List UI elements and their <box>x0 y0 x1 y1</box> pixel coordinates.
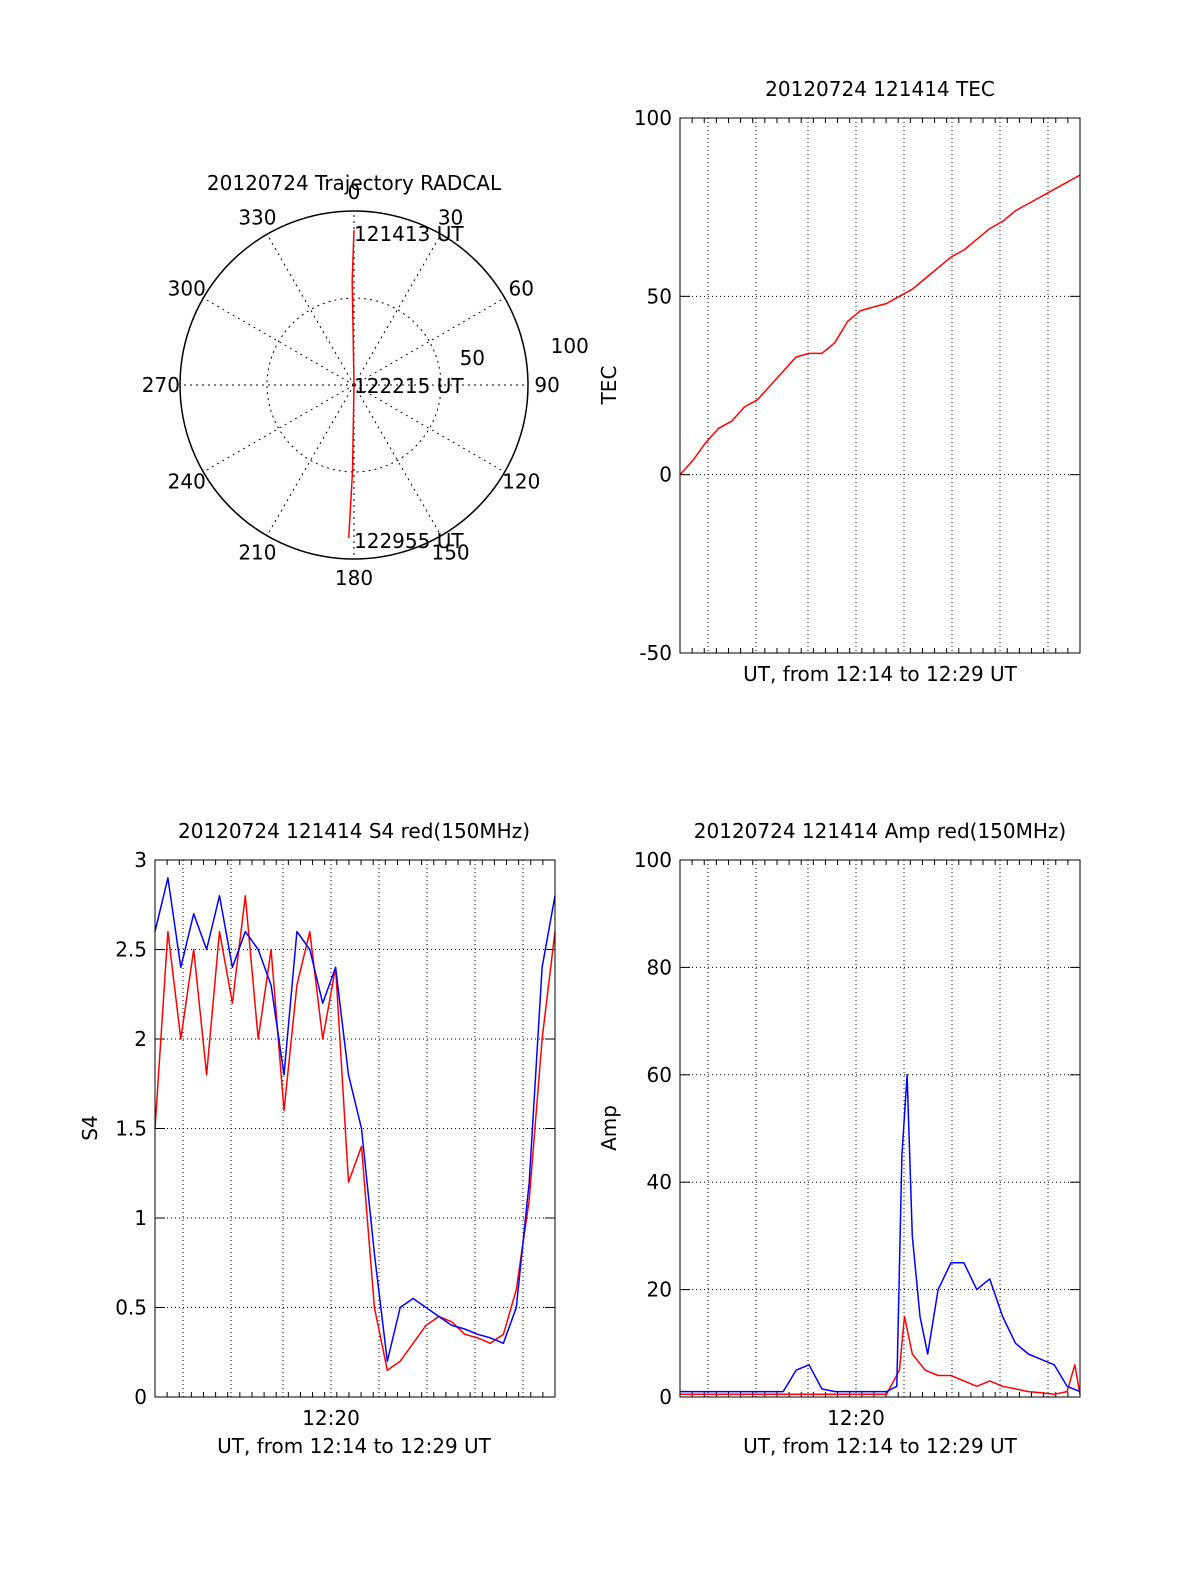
s4-frame <box>154 859 556 1398</box>
polar-angle-label: 180 <box>335 566 373 590</box>
s4-ytick-label: 1.5 <box>115 1117 147 1141</box>
tec-ytick-label: 50 <box>647 284 672 308</box>
amp-series-blue-line <box>680 1074 1081 1393</box>
s4-ytick-label: 2 <box>134 1027 147 1051</box>
s4-ytick-label: 3 <box>134 848 147 872</box>
s4-series-red-line <box>154 895 556 1371</box>
s4-xtick-label: 12:20 <box>302 1406 360 1430</box>
amp-plot: 0 20 40 60 80 100 12:20 <box>634 848 1081 1430</box>
polar-angle-label: 240 <box>168 470 206 494</box>
s4-ytick-label: 1 <box>134 1206 147 1230</box>
polar-angle-label: 330 <box>238 206 276 230</box>
tec-frame <box>679 117 1081 654</box>
s4-series-blue-line <box>154 877 556 1362</box>
amp-xlabel: UT, from 12:14 to 12:29 UT <box>743 1434 1018 1458</box>
polar-spoke <box>266 384 355 536</box>
tec-ytick-label: 0 <box>659 463 672 487</box>
s4-plot: 0 0.5 1 1.5 2 2.5 3 12:20 <box>115 848 556 1430</box>
s4-title: 20120724 121414 S4 red(150MHz) <box>178 819 530 843</box>
s4-ytick-label: 2.5 <box>115 938 147 962</box>
amp-ytick-label: 20 <box>647 1278 672 1302</box>
amp-ytick-label: 60 <box>647 1063 672 1087</box>
amp-chart: 20120724 121414 Amp red(150MHz) UT, from… <box>597 819 1081 1458</box>
polar-radial-label: 50 <box>460 346 485 370</box>
tec-ytick-label: 100 <box>634 106 672 130</box>
s4-xlabel: UT, from 12:14 to 12:29 UT <box>217 1434 492 1458</box>
tec-ytick-label: -50 <box>639 641 672 665</box>
polar-spoke <box>353 384 442 536</box>
polar-time-annotation: 122215 UT <box>354 374 464 398</box>
polar-spoke <box>353 297 505 386</box>
polar-angle-label: 300 <box>168 276 206 300</box>
s4-ytick-label: 0 <box>134 1385 147 1409</box>
polar-trajectory-chart: 20120724 Trajectory RADCAL 0 30 60 90 120 150… <box>142 171 589 590</box>
polar-outer-circle <box>179 210 529 560</box>
polar-spoke <box>203 297 355 386</box>
polar-angle-label: 90 <box>534 373 559 397</box>
polar-spoke <box>353 234 442 386</box>
polar-time-annotation: 121413 UT <box>354 222 464 246</box>
s4-ylabel: S4 <box>78 1115 102 1140</box>
amp-xtick-label: 12:20 <box>827 1406 885 1430</box>
tec-xlabel: UT, from 12:14 to 12:29 UT <box>743 662 1018 686</box>
polar-angle-label: 270 <box>142 373 180 397</box>
tec-chart: 20120724 121414 TEC UT, from 12:14 to 12… <box>597 77 1081 686</box>
polar-angle-label: 60 <box>509 276 534 300</box>
amp-ytick-label: 40 <box>647 1170 672 1194</box>
amp-ytick-label: 100 <box>634 848 672 872</box>
s4-chart: 20120724 121414 S4 red(150MHz) UT, from … <box>78 819 556 1458</box>
amp-ylabel: Amp <box>597 1105 621 1151</box>
polar-title: 20120724 Trajectory RADCAL <box>207 171 502 195</box>
amp-ytick-label: 80 <box>647 955 672 979</box>
polar-ring-50 <box>266 297 442 473</box>
polar-angle-label: 0 <box>348 180 361 204</box>
amp-ytick-label: 0 <box>659 1385 672 1409</box>
polar-angle-label: 30 <box>438 206 463 230</box>
tec-title: 20120724 121414 TEC <box>765 77 995 101</box>
polar-spoke <box>353 384 505 473</box>
polar-spoke <box>203 384 355 473</box>
polar-angle-label: 120 <box>502 470 540 494</box>
tec-ylabel: TEC <box>597 366 621 406</box>
polar-trajectory-line <box>347 230 355 539</box>
polar-time-annotation: 122955 UT <box>354 529 464 553</box>
amp-series-red-line <box>680 1315 1081 1396</box>
tec-plot: -50 0 50 100 <box>634 106 1081 665</box>
amp-frame <box>679 859 1081 1398</box>
s4-ytick-label: 0.5 <box>115 1296 147 1320</box>
polar-angle-label: 150 <box>431 540 469 564</box>
polar-spoke <box>266 234 355 386</box>
amp-title: 20120724 121414 Amp red(150MHz) <box>694 819 1066 843</box>
polar-radial-label: 100 <box>551 334 589 358</box>
tec-series-red-line <box>679 174 1081 476</box>
polar-plot: 0 30 60 90 120 150 180 210 240 270 300 330 50 100 1214… <box>142 180 589 590</box>
polar-angle-label: 210 <box>238 540 276 564</box>
